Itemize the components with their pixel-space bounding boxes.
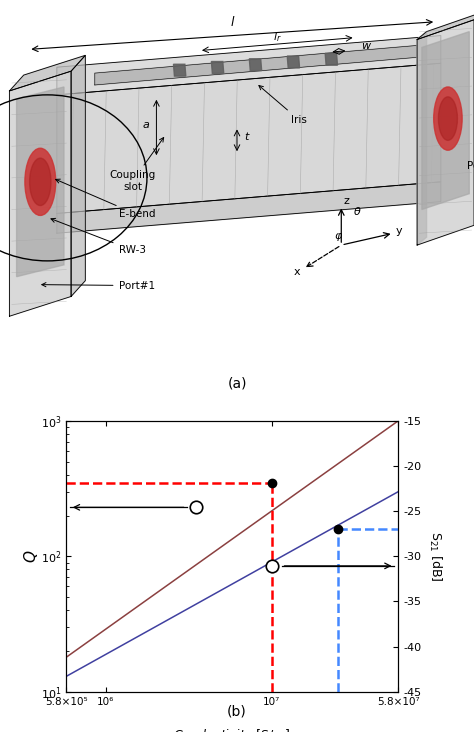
Text: Port#1: Port#1 [42, 280, 155, 291]
Ellipse shape [25, 148, 56, 215]
Polygon shape [57, 63, 441, 214]
Text: (a): (a) [227, 376, 247, 390]
Polygon shape [95, 45, 417, 85]
Text: $\theta$: $\theta$ [353, 206, 362, 217]
Text: Coupling
slot: Coupling slot [109, 138, 164, 192]
Polygon shape [71, 56, 85, 296]
Polygon shape [9, 71, 71, 316]
Text: $w$: $w$ [361, 42, 372, 51]
Text: x: x [294, 266, 301, 277]
Text: (b): (b) [227, 705, 247, 719]
Ellipse shape [438, 97, 457, 141]
Text: $\varphi$: $\varphi$ [334, 231, 343, 243]
Polygon shape [422, 31, 469, 209]
Text: RW-3: RW-3 [51, 218, 146, 255]
Polygon shape [249, 59, 262, 70]
Polygon shape [417, 12, 474, 40]
Text: y: y [396, 226, 402, 236]
Polygon shape [287, 56, 300, 68]
Polygon shape [9, 56, 85, 91]
Polygon shape [173, 64, 186, 76]
Polygon shape [325, 53, 337, 65]
Text: $a$: $a$ [142, 121, 150, 130]
Y-axis label: S$_{21}$ [dB]: S$_{21}$ [dB] [427, 531, 443, 582]
Polygon shape [211, 61, 224, 73]
Ellipse shape [434, 87, 462, 150]
Ellipse shape [30, 158, 51, 206]
Polygon shape [57, 36, 441, 95]
Polygon shape [57, 182, 441, 234]
Y-axis label: Q: Q [23, 550, 38, 562]
Polygon shape [417, 20, 474, 245]
Text: Iris: Iris [259, 86, 307, 124]
Polygon shape [417, 31, 427, 245]
Text: $\it{Conductivity}$ [S/m]: $\it{Conductivity}$ [S/m] [173, 727, 291, 732]
Text: $t$: $t$ [244, 130, 251, 142]
Text: $l$: $l$ [229, 15, 235, 29]
Text: Port#2: Port#2 [467, 161, 474, 171]
Text: z: z [344, 195, 349, 206]
Polygon shape [17, 87, 64, 277]
Text: E-bend: E-bend [55, 179, 155, 220]
Text: $l_r$: $l_r$ [273, 30, 282, 44]
